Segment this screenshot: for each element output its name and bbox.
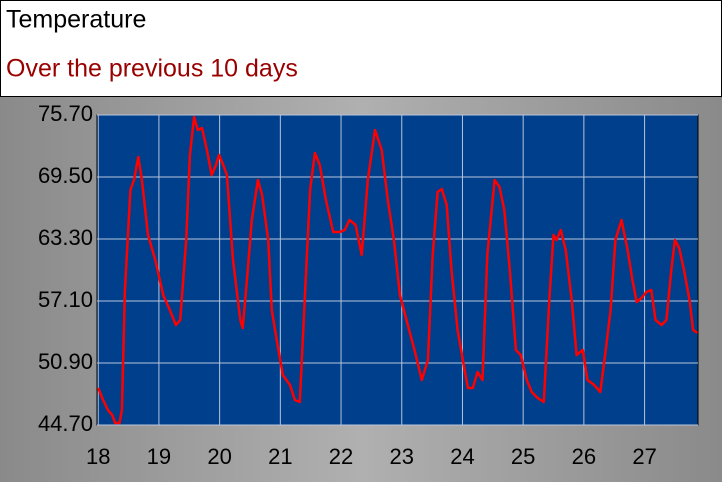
header [0,0,722,97]
x-tick-label: 27 [632,444,656,469]
x-tick-label: 19 [147,444,171,469]
y-tick-label: 69.50 [38,163,93,188]
x-tick-label: 21 [268,444,292,469]
x-tick-label: 22 [329,444,353,469]
y-tick-label: 57.10 [38,287,93,312]
temperature-line [97,115,699,425]
chart-title: Temperature [6,6,146,34]
x-tick-label: 24 [450,444,474,469]
chart-subtitle: Over the previous 10 days [6,55,298,83]
x-tick-label: 18 [86,444,110,469]
x-tick-label: 26 [572,444,596,469]
y-tick-label: 44.70 [38,411,93,436]
x-tick-label: 25 [511,444,535,469]
y-tick-label: 75.70 [38,101,93,126]
y-tick-label: 63.30 [38,225,93,250]
x-tick-label: 23 [390,444,414,469]
x-tick-label: 20 [207,444,231,469]
y-tick-label: 50.90 [38,349,93,374]
